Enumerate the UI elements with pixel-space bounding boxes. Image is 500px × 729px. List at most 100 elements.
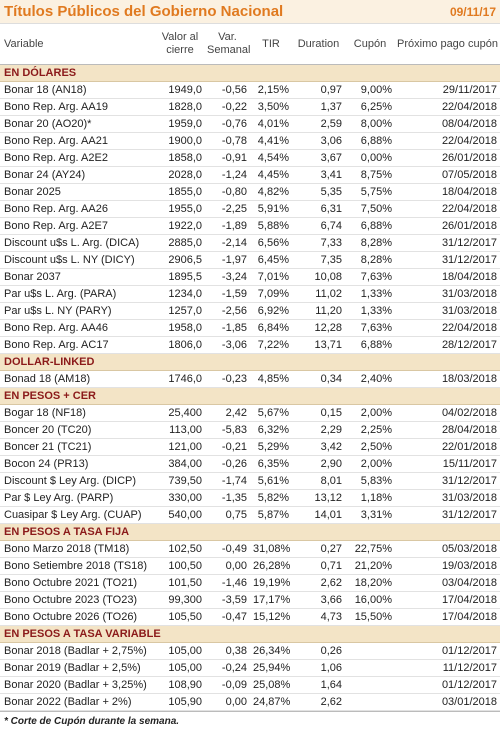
cell: 6,84% [250,319,292,337]
cell: 4,01% [250,115,292,133]
cell: 6,25% [345,98,395,116]
cell: 11,02 [292,285,345,303]
cell: 8,01 [292,472,345,490]
cell [345,659,395,677]
cell: 5,35 [292,183,345,201]
cell: 101,50 [155,574,205,592]
cell: Bono Rep. Arg. AA19 [0,98,155,116]
cell: 540,00 [155,506,205,524]
cell: 1922,0 [155,217,205,235]
cell: Bonar 2020 (Badlar + 3,25%) [0,676,155,694]
cell: -0,56 [205,81,250,99]
footnote: * Corte de Cupón durante la semana. [0,711,500,729]
cell: 11,20 [292,302,345,320]
cell: -0,24 [205,659,250,677]
cell: 7,35 [292,251,345,269]
section-row: EN PESOS A TASA FIJA [0,523,500,541]
cell: 2,40% [345,370,395,388]
data-row: Bonar 20 (AO20)* 1959,0 -0,76 4,01% 2,59 8,00… [0,115,500,133]
cell: 01/12/2017 [395,642,500,660]
section-row: EN PESOS A TASA VARIABLE [0,625,500,643]
cell: 0,15 [292,404,345,422]
cell: -1,24 [205,166,250,184]
data-row: Bocon 24 (PR13) 384,00 -0,26 6,35% 2,90 2,00%… [0,455,500,473]
cell: 19/03/2018 [395,557,500,575]
cell: 3,67 [292,149,345,167]
cell: 105,00 [155,642,205,660]
section-title: EN DÓLARES [0,64,500,82]
cell: Bono Octubre 2023 (TO23) [0,591,155,609]
data-row: Bono Marzo 2018 (TM18) 102,50 -0,49 31,08% 0… [0,540,500,558]
cell: Bonad 18 (AM18) [0,370,155,388]
cell: 0,26 [292,642,345,660]
column-header: Valor al cierre [155,24,205,65]
cell: 5,91% [250,200,292,218]
data-row: Bonar 2018 (Badlar + 2,75%) 105,00 0,38 26,… [0,642,500,660]
data-row: Bono Octubre 2021 (TO21) 101,50 -1,46 19,19… [0,574,500,592]
cell: 04/02/2018 [395,404,500,422]
cell [345,693,395,711]
section-row: EN PESOS + CER [0,387,500,405]
cell: 5,67% [250,404,292,422]
cell: 0,97 [292,81,345,99]
cell: -0,49 [205,540,250,558]
cell: 6,88% [345,217,395,235]
cell: -5,83 [205,421,250,439]
cell: Par u$s L. NY (PARY) [0,302,155,320]
cell: 100,50 [155,557,205,575]
cell: 31/03/2018 [395,302,500,320]
cell: Bonar 2019 (Badlar + 2,5%) [0,659,155,677]
cell: 3,50% [250,98,292,116]
cell: 4,45% [250,166,292,184]
column-header: Próximo pago cupón [395,24,500,65]
cell: 2,50% [345,438,395,456]
cell: 3,42 [292,438,345,456]
cell: 0,00 [205,557,250,575]
cell: 0,00% [345,149,395,167]
cell: Bono Octubre 2021 (TO21) [0,574,155,592]
cell: 2885,0 [155,234,205,252]
cell: Bono Rep. Arg. AA26 [0,200,155,218]
cell: 5,87% [250,506,292,524]
cell: 15,50% [345,608,395,626]
cell: 19,19% [250,574,292,592]
cell: Bono Marzo 2018 (TM18) [0,540,155,558]
data-row: Bonad 18 (AM18) 1746,0 -0,23 4,85% 0,34 2,40%… [0,370,500,388]
cell: Bonar 2025 [0,183,155,201]
cell: 1,18% [345,489,395,507]
cell: 01/12/2017 [395,676,500,694]
cell: -3,06 [205,336,250,354]
cell: -2,25 [205,200,250,218]
cell: 0,38 [205,642,250,660]
cell: -0,76 [205,115,250,133]
cell: 7,01% [250,268,292,286]
cell: 2,00% [345,404,395,422]
cell: Bonar 2037 [0,268,155,286]
cell: 17,17% [250,591,292,609]
cell: 26/01/2018 [395,217,500,235]
cell: 8,00% [345,115,395,133]
cell: 26,34% [250,642,292,660]
cell: 1955,0 [155,200,205,218]
title-bar: Títulos Públicos del Gobierno Nacional 0… [0,0,500,24]
cell: 18/04/2018 [395,268,500,286]
cell: -1,35 [205,489,250,507]
cell: -0,26 [205,455,250,473]
cell: 31/03/2018 [395,489,500,507]
cell: 108,90 [155,676,205,694]
cell [345,642,395,660]
cell: Bonar 2022 (Badlar + 2%) [0,693,155,711]
cell: 2,62 [292,693,345,711]
cell: 22/04/2018 [395,319,500,337]
cell: 15,12% [250,608,292,626]
cell: -0,91 [205,149,250,167]
cell: Discount u$s L. Arg. (DICA) [0,234,155,252]
cell: 1858,0 [155,149,205,167]
cell: 7,63% [345,268,395,286]
cell: Boncer 20 (TC20) [0,421,155,439]
data-row: Bono Rep. Arg. AA46 1958,0 -1,85 6,84% 12,28… [0,319,500,337]
column-header: Duration [292,24,345,65]
column-header: Variable [0,24,155,65]
cell: 2,62 [292,574,345,592]
cell: -0,09 [205,676,250,694]
